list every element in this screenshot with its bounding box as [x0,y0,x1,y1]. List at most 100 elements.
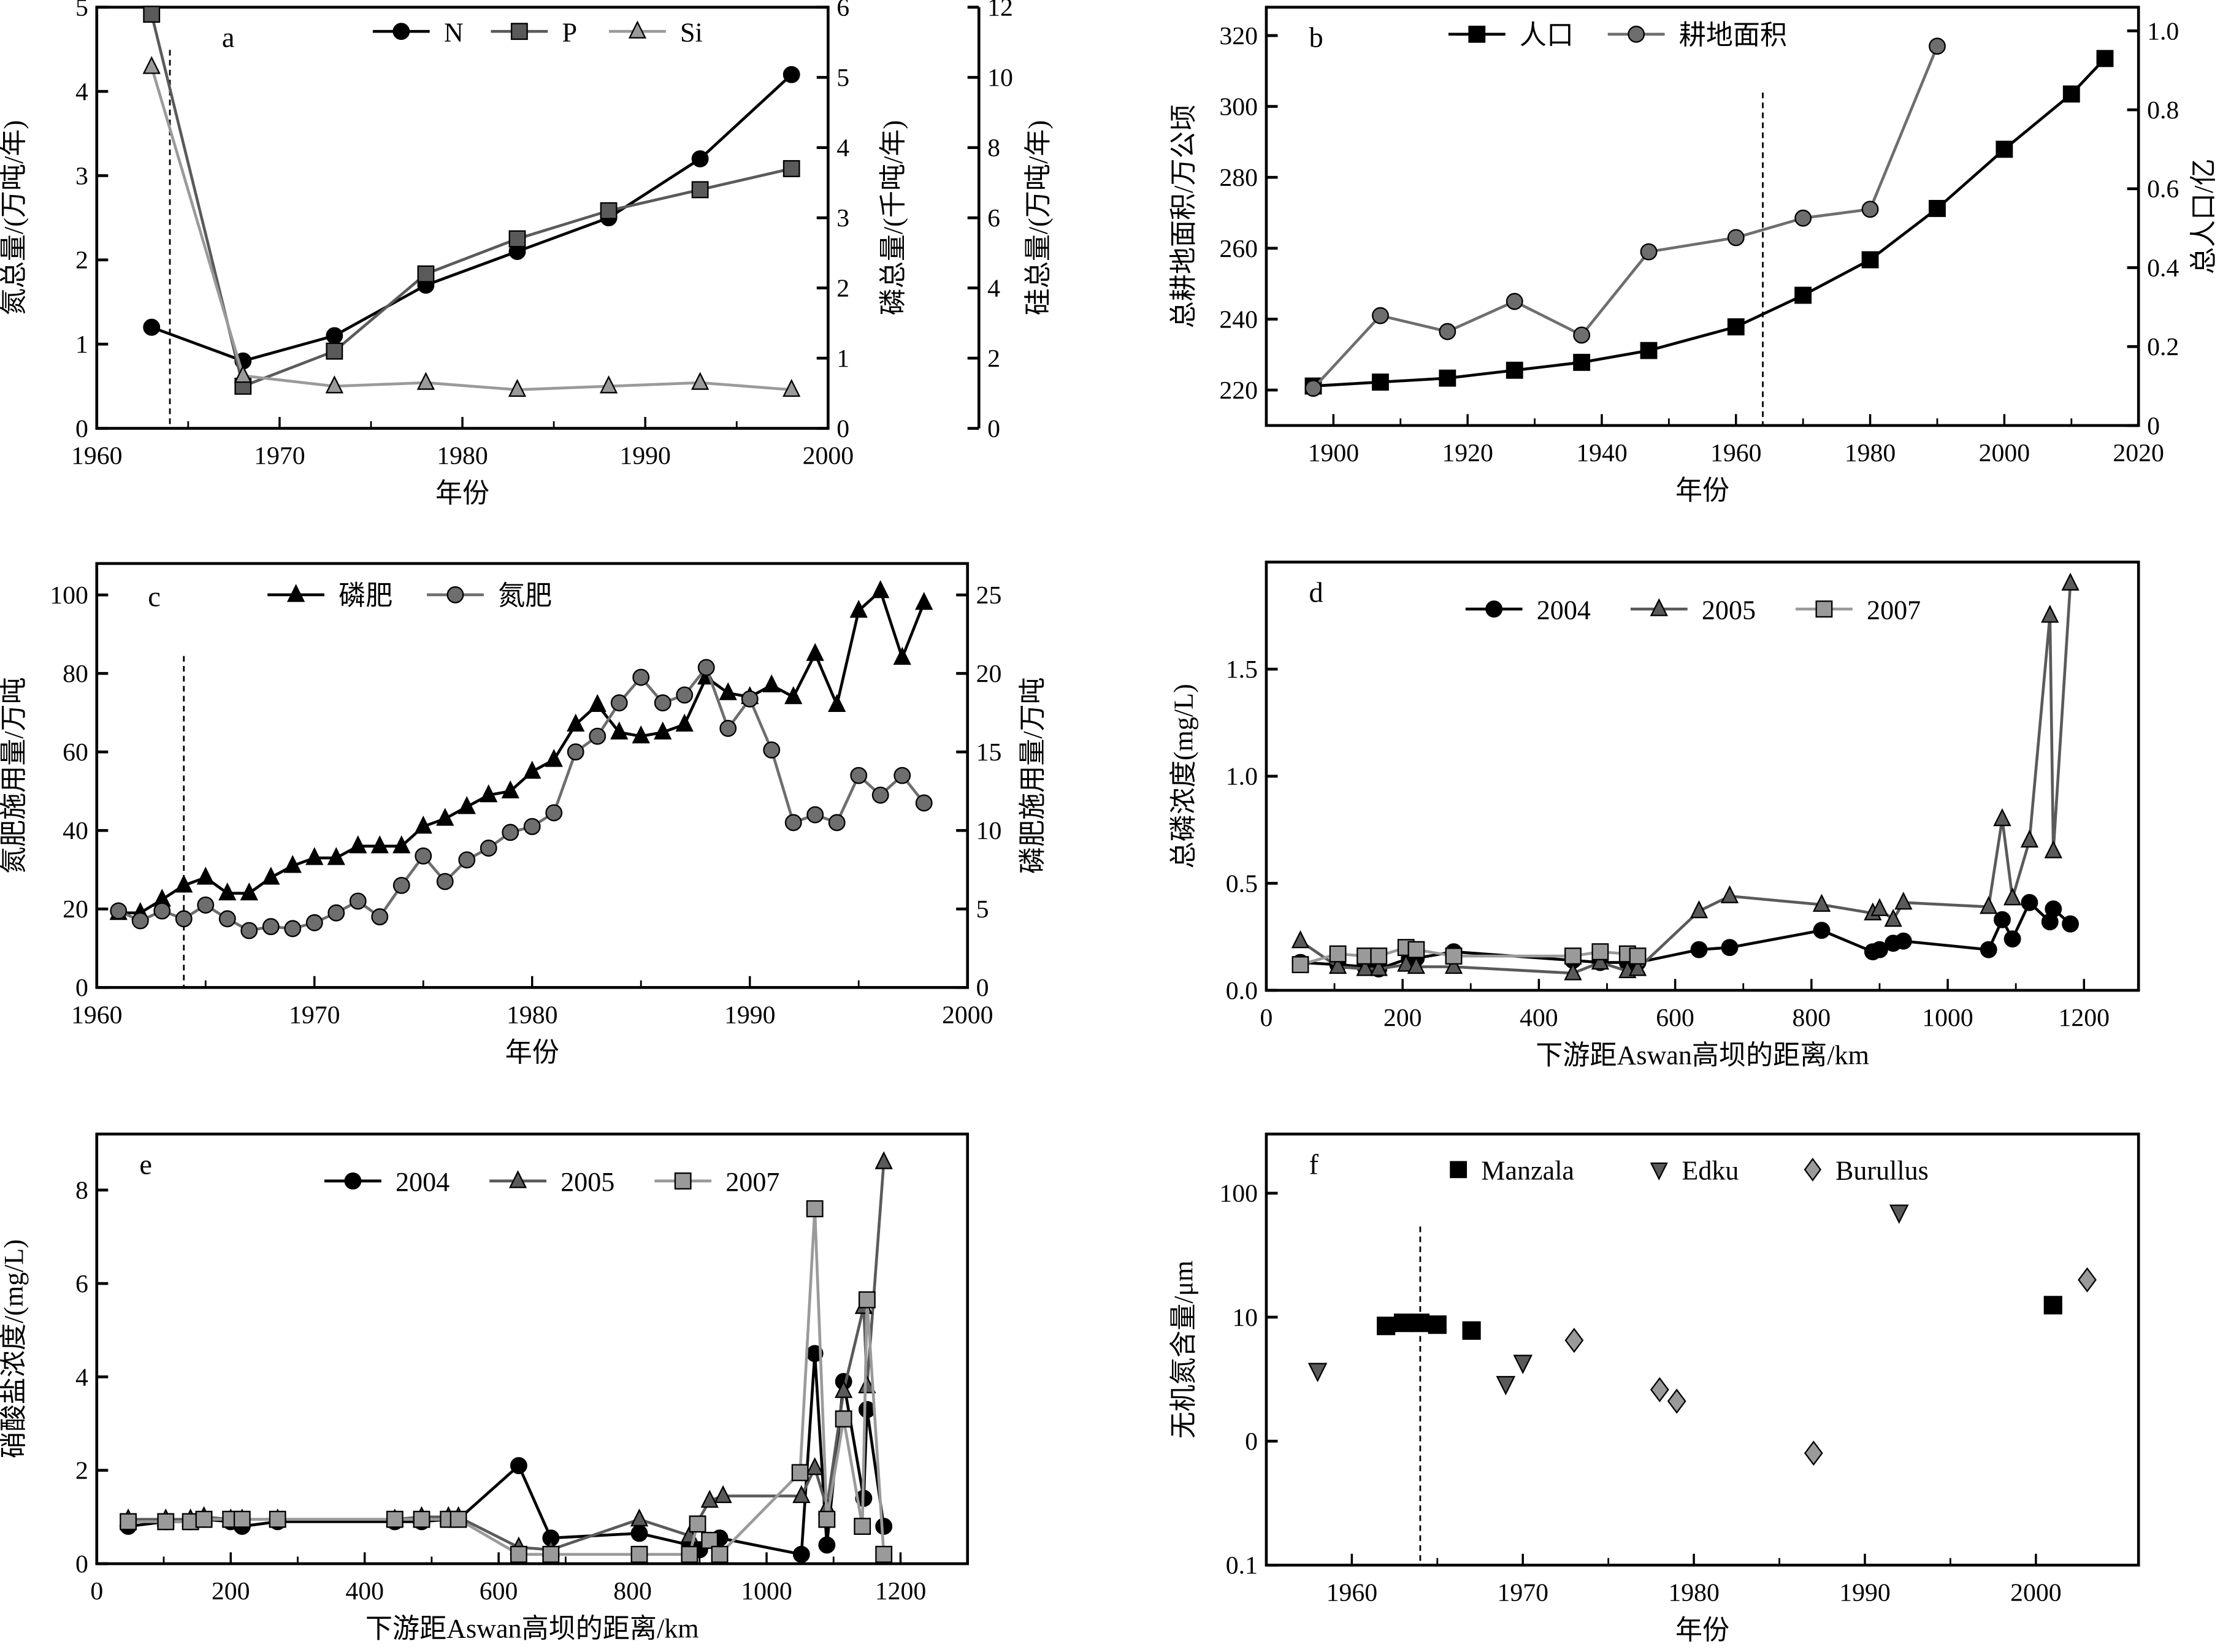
data-point [1377,1317,1396,1336]
y-axis-title: 氮总量/(万吨/年) [0,120,29,315]
x-tick-label: 1970 [289,1001,340,1029]
x-tick-label: 1960 [71,442,123,470]
data-point [2043,1296,2062,1315]
y-tick-label: 0 [987,415,1000,443]
y-tick-label: 15 [976,738,1002,767]
data-point [1410,1314,1430,1333]
data-point [1407,941,1425,958]
data-point [784,686,803,705]
x-tick-label: 2000 [803,442,854,470]
data-point [691,372,710,390]
legend-label: 2004 [396,1167,450,1197]
data-point [1397,954,1415,972]
y-axis-title: 总磷浓度(mg/L) [1168,684,1198,868]
panel-b: 1900 1920 1940 1960 1980 2000 2020年份2202402602… [1168,6,2219,506]
data-point [1794,286,1812,304]
data-point [392,876,410,894]
data-point [1564,1328,1584,1353]
data-point [1884,909,1902,927]
data-point [1304,380,1322,397]
y-tick-label: 100 [50,581,88,610]
data-point [457,796,476,814]
series-人口 [1304,50,2114,395]
legend-item: 耕地面积 [1607,20,1787,50]
series-line [1299,583,2072,975]
legend-label: 氮肥 [498,581,552,611]
x-axis-title: 下游距Aswan高坝的距离/km [365,1614,699,1644]
data-point [218,882,237,901]
legend-label: 2007 [1867,595,1921,625]
panel-label: c [148,582,161,613]
legend-item: 人口 [1448,20,1574,50]
series-line [118,588,925,915]
x-tick-label: 800 [613,1577,652,1605]
data-point [1804,1157,1822,1182]
data-point [240,922,258,939]
panel-label: f [1309,1149,1319,1180]
data-point [1591,951,1610,970]
data-point [392,23,410,40]
y-tick-label: 320 [1219,22,1258,50]
y-tick-label: 2 [75,247,88,275]
data-point [2096,50,2114,67]
data-point [1591,943,1609,961]
legend-label: Burullus [1835,1156,1929,1186]
data-point [691,150,709,167]
data-point [2041,605,2059,623]
data-point [1428,1315,1447,1334]
series-2004 [120,1345,893,1563]
data-point [714,1485,732,1504]
data-point [719,682,737,700]
y-tick-label: 0 [75,974,88,1002]
data-point [233,1510,251,1528]
data-point [283,855,302,873]
series-氮肥 [110,659,933,939]
x-axis: 0 200 400 600 800 1000 1200 下游距Aswan高坝的距离/km [90,1552,927,1644]
data-point [1356,958,1374,976]
x-tick-label: 200 [1383,1004,1422,1032]
data-point [818,1536,836,1554]
data-point [783,66,800,83]
legend-label: Manzala [1481,1156,1574,1186]
x-tick-label: 1200 [875,1577,927,1605]
data-point [806,1457,824,1475]
data-point [325,375,343,394]
data-point [1291,930,1310,949]
data-point [828,694,846,713]
data-point [610,694,628,712]
data-point [370,835,389,854]
panel-a: 1960 1970 1980 1990 2000年份012345氮总量/(万吨/年)01… [0,0,1054,508]
legend-item: 磷肥 [267,581,392,611]
data-point [480,784,498,803]
x-tick-label: 1900 [1308,439,1360,467]
x-tick-label: 200 [212,1577,250,1605]
data-point [1370,947,1388,965]
y-axis-right: 0 0.2 0.4 0.6 0.8 1.0 总人口/亿 [2127,17,2219,440]
data-point [510,1457,527,1474]
y-axis-title: 氮肥施用量/万吨 [0,677,29,874]
legend-item: Edku [1650,1156,1739,1186]
x-tick-label: 1990 [619,442,671,470]
data-point [349,835,367,854]
data-point [1640,243,1658,261]
y-tick-label: 100 [1219,1180,1258,1208]
data-point [588,694,607,713]
data-point [711,1545,729,1563]
data-point [1812,893,1831,912]
y-axis-right: 0 1 2 3 4 5 6 磷总量/(千吨/年) [816,0,908,443]
data-point [510,1545,527,1563]
data-point [806,643,824,661]
x-axis-title: 年份 [435,478,489,508]
series-2007 [120,1200,893,1563]
data-point [414,816,432,834]
data-point [1871,941,1888,958]
data-point [1372,373,1389,391]
legend-label: N [444,17,464,47]
data-point [1815,600,1833,618]
series-line [1313,57,2107,388]
y-tick-label: 0.2 [2147,333,2179,361]
y-tick-label: 0 [836,415,849,443]
data-point [1721,939,1739,957]
data-point [1889,1204,1909,1224]
y-tick-label: 0.6 [2147,175,2179,204]
